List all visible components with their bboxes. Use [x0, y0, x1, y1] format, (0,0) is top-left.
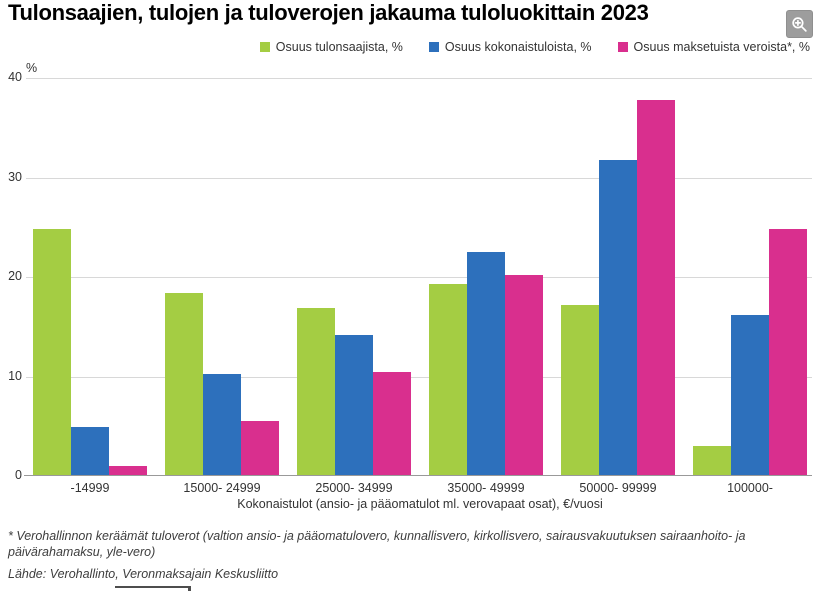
- legend: Osuus tulonsaajista, % Osuus kokonaistulo…: [0, 39, 810, 55]
- gridline: [26, 277, 812, 278]
- gridline: [26, 177, 812, 179]
- x-axis-category-label: 50000- 99999: [579, 481, 657, 495]
- bar[interactable]: [429, 283, 467, 476]
- plot-area: [24, 78, 816, 476]
- x-axis-category-label: 100000-: [727, 481, 773, 495]
- bar[interactable]: [241, 421, 279, 476]
- bar[interactable]: [637, 99, 675, 476]
- legend-item-label: Osuus kokonaistuloista, %: [444, 40, 592, 54]
- bar[interactable]: [33, 229, 71, 476]
- legend-swatch: [428, 42, 439, 52]
- legend-swatch: [259, 42, 270, 52]
- y-axis-unit-label: %: [26, 61, 38, 75]
- x-axis-category-label: -14999: [70, 481, 110, 495]
- bar[interactable]: [297, 307, 335, 476]
- bar[interactable]: [731, 314, 769, 476]
- y-axis-tick-label: 40: [8, 70, 22, 84]
- bar[interactable]: [693, 446, 731, 476]
- y-axis-tick-label: 10: [8, 368, 22, 383]
- bar[interactable]: [373, 371, 411, 476]
- bar[interactable]: [203, 373, 241, 476]
- footnote: * Verohallinnon keräämät tuloverot (valt…: [8, 529, 746, 560]
- bar[interactable]: [599, 159, 637, 476]
- legend-item-label: Osuus tulonsaajista, %: [275, 40, 403, 54]
- x-axis-title: Kokonaistulot (ansio- ja pääomatulot ml.…: [237, 497, 603, 511]
- y-axis-tick-label: 30: [8, 169, 22, 184]
- zoom-in-button[interactable]: [786, 10, 813, 38]
- x-axis-category-label: 35000- 49999: [447, 481, 525, 495]
- x-axis-line: [24, 475, 812, 476]
- legend-item[interactable]: Osuus kokonaistuloista, %: [428, 40, 592, 54]
- gridline: [26, 78, 812, 79]
- scrollbar-fragment-tick: [188, 586, 191, 591]
- legend-item[interactable]: Osuus maksetuista veroista*, %: [617, 40, 810, 54]
- y-axis-tick-label: 0: [15, 468, 22, 482]
- bar[interactable]: [335, 334, 373, 476]
- bar[interactable]: [505, 275, 543, 476]
- bar[interactable]: [467, 252, 505, 476]
- legend-item[interactable]: Osuus tulonsaajista, %: [259, 40, 403, 54]
- page-title: Tulonsaajien, tulojen ja tuloverojen jak…: [8, 0, 649, 25]
- bar[interactable]: [769, 229, 807, 476]
- source-line: Lähde: Verohallinto, Veronmaksajain Kesk…: [8, 567, 279, 581]
- legend-swatch: [617, 42, 628, 52]
- bar[interactable]: [71, 427, 109, 476]
- magnifier-plus-icon: [792, 16, 807, 32]
- x-axis-category-label: 25000- 34999: [315, 481, 393, 495]
- x-axis-category-label: 15000- 24999: [183, 481, 261, 495]
- bar[interactable]: [109, 466, 147, 476]
- gridline: [26, 376, 812, 378]
- legend-item-label: Osuus maksetuista veroista*, %: [633, 40, 810, 54]
- bar[interactable]: [165, 292, 203, 476]
- y-axis-tick-label: 20: [8, 269, 22, 283]
- bar[interactable]: [561, 304, 599, 476]
- scrollbar-fragment: [115, 586, 189, 588]
